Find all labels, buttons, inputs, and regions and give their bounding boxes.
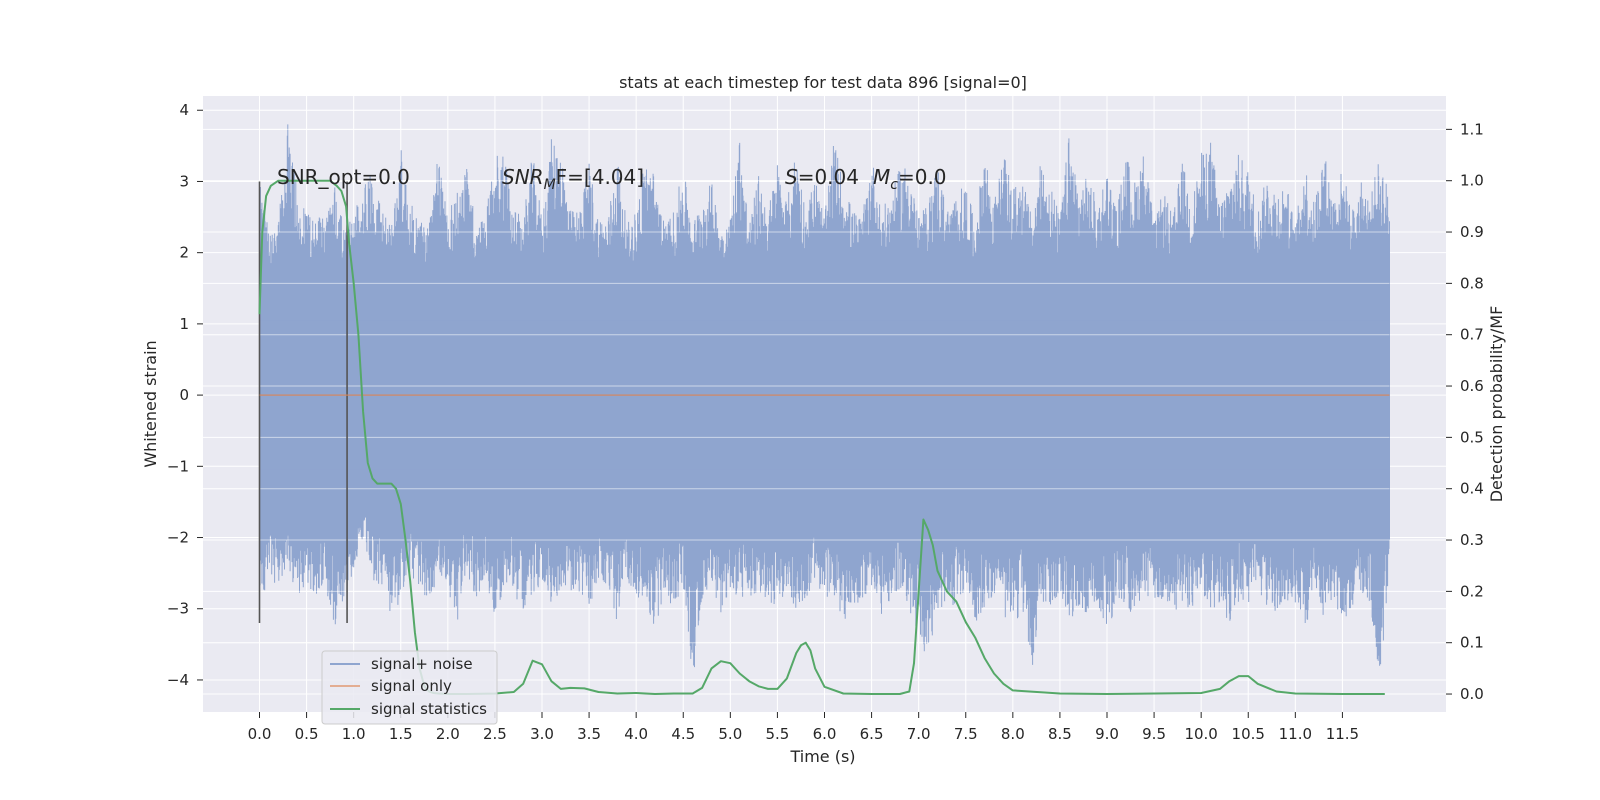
x-tick-label: 4.0 <box>624 725 648 743</box>
y-tick-label: 0 <box>179 386 189 404</box>
legend-label-signal-noise: signal+ noise <box>371 655 473 673</box>
y2-tick-label: 0.9 <box>1460 223 1484 241</box>
x-tick-label: 3.0 <box>530 725 554 743</box>
ticks-layer: 0.0 0.5 1.0 1.5 2.0 2.5 3.0 3.5 4.0 4.5 5.0 5.5 6.0 6… <box>167 101 1484 743</box>
x-tick-label: 9.0 <box>1095 725 1119 743</box>
y-tick-label: −2 <box>167 529 189 547</box>
y-tick-label: 4 <box>179 101 189 119</box>
x-tick-label: 8.0 <box>1001 725 1025 743</box>
y2-tick-label: 0.4 <box>1460 480 1484 498</box>
legend: signal+ noise signal only signal statist… <box>321 650 498 725</box>
x-tick-label: 5.5 <box>765 725 789 743</box>
x-tick-label: 5.0 <box>718 725 742 743</box>
y2-tick-label: 1.1 <box>1460 120 1484 138</box>
annotation-snr-mf-subscript: M <box>544 177 556 193</box>
y2-tick-label: 0.3 <box>1460 531 1484 549</box>
y2-tick-label: 0.8 <box>1460 274 1484 292</box>
annotation-mc-value: =0.0 <box>898 165 947 189</box>
x-tick-label: 2.0 <box>436 725 460 743</box>
x-tick-label: 3.5 <box>577 725 601 743</box>
annotation-s-symbol: S <box>785 165 798 189</box>
y-tick-label: −3 <box>167 600 189 618</box>
y2-tick-label: 0.2 <box>1460 582 1484 600</box>
x-tick-label: 0.5 <box>295 725 319 743</box>
annotation-s-mc: S=0.04 Mc=0.0 <box>785 165 947 193</box>
y-tick-label: 3 <box>179 172 189 190</box>
y2-axis-label: Detection probability/MF <box>1487 306 1506 503</box>
y2-tick-label: 1.0 <box>1460 172 1484 190</box>
annotation-mc-subscript: c <box>890 177 898 193</box>
x-tick-label: 2.5 <box>483 725 507 743</box>
y-tick-label: −4 <box>167 671 189 689</box>
y-tick-label: −1 <box>167 457 189 475</box>
x-tick-label: 6.0 <box>813 725 837 743</box>
annotation-snr-mf: SNRMF=[4.04] <box>502 165 644 193</box>
y2-tick-label: 0.7 <box>1460 326 1484 344</box>
x-tick-label: 1.5 <box>389 725 413 743</box>
legend-box <box>321 650 498 725</box>
y2-tick-label: 0.1 <box>1460 634 1484 652</box>
x-tick-label: 0.0 <box>248 725 272 743</box>
x-tick-label: 7.5 <box>954 725 978 743</box>
y2-tick-label: 0.6 <box>1460 377 1484 395</box>
x-axis-label: Time (s) <box>789 747 855 766</box>
chart-title: stats at each timestep for test data 896… <box>619 73 1027 92</box>
lines-layer <box>258 128 1390 695</box>
y-tick-label: 2 <box>179 244 189 262</box>
y-tick-label: 1 <box>179 315 189 333</box>
x-tick-label: 7.0 <box>907 725 931 743</box>
annotation-snr-opt: SNR_opt=0.0 <box>277 165 410 189</box>
legend-label-signal-only: signal only <box>371 677 452 695</box>
y-axis-label: Whitened strain <box>141 340 160 467</box>
signal-statistics-line <box>258 179 1385 695</box>
annotation-snr-mf-symbol: SNR <box>502 165 544 189</box>
annotation-snr-mf-value: F=[4.04] <box>556 165 644 189</box>
x-tick-label: 9.5 <box>1142 725 1166 743</box>
x-tick-label: 1.0 <box>342 725 366 743</box>
x-tick-label: 4.5 <box>671 725 695 743</box>
x-tick-label: 11.5 <box>1326 725 1359 743</box>
legend-label-signal-statistics: signal statistics <box>371 700 487 718</box>
x-tick-label: 10.5 <box>1232 725 1265 743</box>
annotation-mc-symbol: M <box>873 165 890 189</box>
y2-tick-label: 0.5 <box>1460 428 1484 446</box>
x-tick-label: 6.5 <box>860 725 884 743</box>
x-tick-label: 8.5 <box>1048 725 1072 743</box>
annotation-s-value: =0.04 <box>798 165 859 189</box>
x-tick-label: 10.0 <box>1184 725 1217 743</box>
x-tick-label: 11.0 <box>1279 725 1312 743</box>
y2-tick-label: 0.0 <box>1460 685 1484 703</box>
